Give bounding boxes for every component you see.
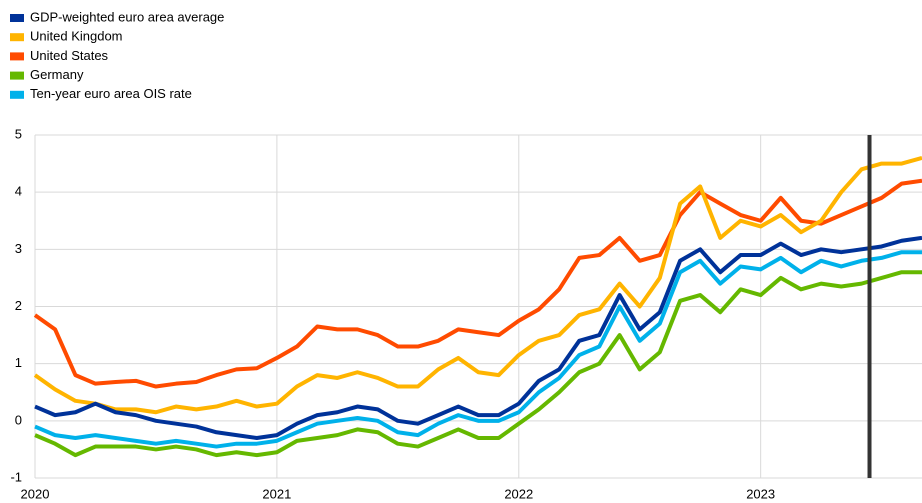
series-line [34, 250, 922, 449]
x-tick-label: 2020 [21, 486, 50, 501]
legend-label: United Kingdom [30, 29, 123, 44]
y-tick-label: 4 [15, 184, 22, 199]
legend-swatch [10, 90, 24, 99]
y-tick-label: 3 [15, 241, 22, 256]
y-tick-label: 0 [15, 412, 22, 427]
legend-swatch [10, 33, 24, 42]
y-tick-label: 5 [15, 126, 22, 141]
x-tick-label: 2023 [746, 486, 775, 501]
x-tick-label: 2022 [504, 486, 533, 501]
series-line [33, 155, 922, 415]
y-tick-label: 2 [15, 298, 22, 313]
series-line [34, 270, 922, 458]
legend-label: Germany [30, 67, 84, 82]
y-tick-label: 1 [15, 355, 22, 370]
legend-label: GDP-weighted euro area average [30, 9, 224, 24]
legend-swatch [10, 14, 24, 22]
series-line [34, 235, 922, 440]
series-line [33, 178, 922, 389]
legend-label: Ten-year euro area OIS rate [30, 86, 192, 101]
legend-swatch [10, 71, 24, 80]
x-tick-label: 2021 [262, 486, 291, 501]
legend-label: United States [30, 48, 109, 63]
y-tick-label: -1 [10, 469, 22, 484]
legend-swatch [10, 52, 24, 61]
